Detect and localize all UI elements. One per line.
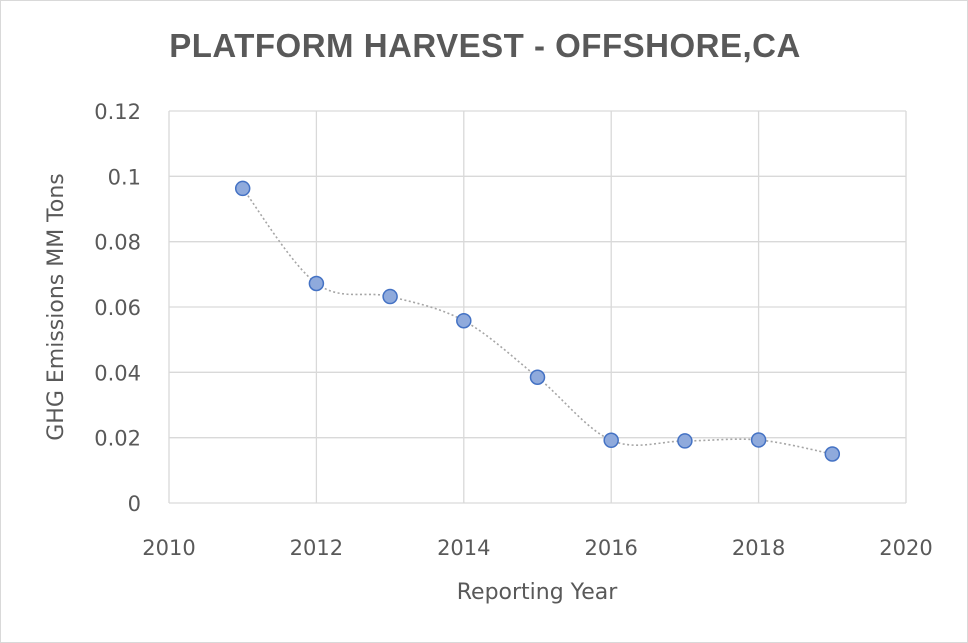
series-line [242, 187, 833, 455]
x-tick-label: 2014 [437, 536, 490, 560]
y-tick-label: 0 [128, 492, 141, 516]
y-tick-label: 0.04 [94, 361, 141, 385]
data-point [603, 432, 619, 449]
data-point [234, 180, 251, 197]
x-tick-label: 2016 [584, 536, 637, 560]
x-tick-label: 2018 [732, 536, 785, 560]
chart-title: PLATFORM HARVEST - OFFSHORE,CA [169, 27, 801, 64]
data-point [382, 288, 398, 305]
x-tick-label: 2012 [290, 536, 343, 560]
gridlines [168, 110, 907, 504]
y-tick-label: 0.12 [94, 100, 141, 124]
x-tick-labels: 2010 2012 2014 2016 2018 2020 [142, 536, 932, 560]
y-tick-label: 0.08 [94, 231, 141, 255]
x-tick-label: 2010 [142, 536, 195, 560]
series-points [234, 180, 841, 462]
data-point [750, 432, 767, 448]
y-axis-label: GHG Emissions MM Tons [44, 173, 69, 441]
data-point [824, 446, 841, 462]
x-axis-label: Reporting Year [457, 580, 618, 605]
y-tick-labels: 0 0.02 0.04 0.06 0.08 0.1 0.12 [94, 100, 141, 516]
data-point [529, 369, 546, 385]
x-tick-label: 2020 [879, 536, 932, 560]
data-point [456, 312, 472, 329]
data-point [308, 275, 325, 292]
y-tick-label: 0.02 [94, 427, 141, 451]
y-tick-label: 0.1 [108, 165, 141, 189]
data-point [677, 433, 693, 449]
y-tick-label: 0.06 [94, 296, 141, 320]
